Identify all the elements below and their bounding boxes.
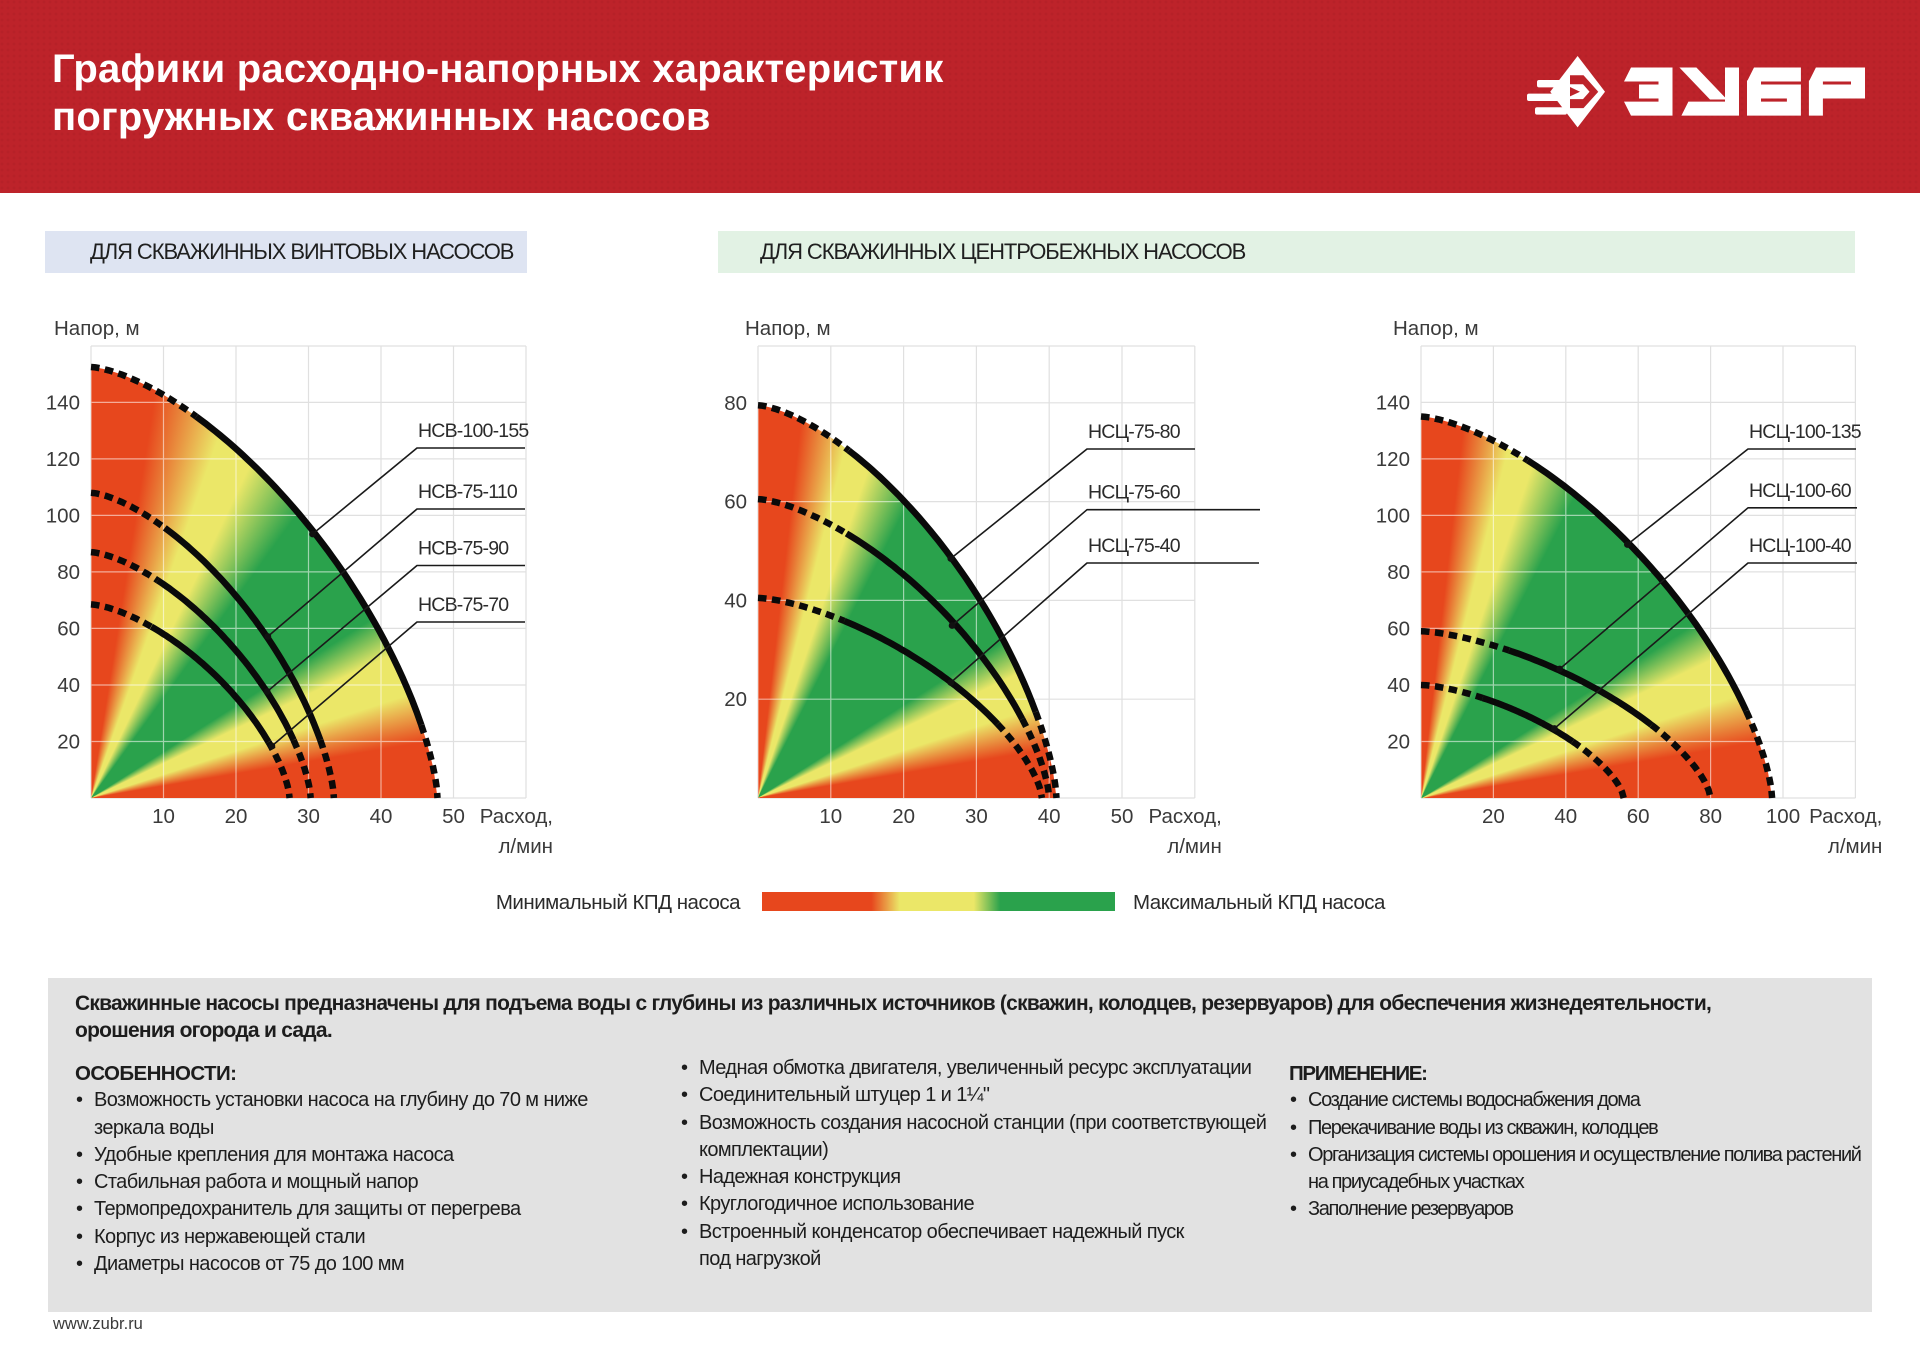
svg-text:20: 20 [1387,731,1410,754]
svg-text:80: 80 [57,561,80,584]
svg-text:Минимальный КПД насоса: Минимальный КПД насоса [496,891,741,914]
svg-text:20: 20 [57,731,80,754]
svg-text:20: 20 [892,805,915,828]
svg-text:Расход,: Расход, [1809,805,1882,828]
svg-text:НСВ-75-90: НСВ-75-90 [418,538,509,560]
svg-text:Расход,: Расход, [1149,805,1222,828]
svg-text:50: 50 [1111,805,1134,828]
svg-text:60: 60 [1627,805,1650,828]
svg-text:50: 50 [442,805,465,828]
svg-text:20: 20 [724,688,747,711]
svg-text:НСЦ-100-60: НСЦ-100-60 [1749,480,1852,502]
svg-text:30: 30 [297,805,320,828]
svg-text:Напор, м: Напор, м [1393,317,1479,340]
svg-text:л/мин: л/мин [1167,835,1222,858]
svg-text:80: 80 [724,392,747,415]
svg-text:20: 20 [225,805,248,828]
svg-text:100: 100 [1766,805,1800,828]
svg-text:л/мин: л/мин [1828,835,1883,858]
svg-text:40: 40 [1387,674,1410,697]
svg-text:10: 10 [152,805,175,828]
svg-text:40: 40 [57,674,80,697]
svg-text:60: 60 [1387,617,1410,640]
svg-text:НСЦ-75-40: НСЦ-75-40 [1088,535,1181,557]
svg-text:60: 60 [724,491,747,514]
svg-text:Расход,: Расход, [480,805,553,828]
svg-text:40: 40 [1038,805,1061,828]
svg-text:НСЦ-75-80: НСЦ-75-80 [1088,421,1181,443]
svg-text:100: 100 [46,504,80,527]
svg-text:НСЦ-75-60: НСЦ-75-60 [1088,482,1181,504]
svg-text:НСВ-75-70: НСВ-75-70 [418,594,509,616]
svg-text:80: 80 [1699,805,1722,828]
svg-text:120: 120 [1376,448,1410,471]
svg-text:НСЦ-100-40: НСЦ-100-40 [1749,535,1852,557]
svg-text:140: 140 [46,391,80,414]
svg-text:НСВ-100-155: НСВ-100-155 [418,420,529,442]
svg-text:40: 40 [370,805,393,828]
svg-text:30: 30 [965,805,988,828]
svg-text:80: 80 [1387,561,1410,584]
svg-text:10: 10 [819,805,842,828]
svg-text:140: 140 [1376,391,1410,414]
svg-text:Напор, м: Напор, м [745,317,831,340]
svg-text:л/мин: л/мин [498,835,553,858]
svg-text:40: 40 [1554,805,1577,828]
svg-text:40: 40 [724,589,747,612]
svg-text:20: 20 [1482,805,1505,828]
svg-text:60: 60 [57,617,80,640]
svg-text:120: 120 [46,448,80,471]
svg-text:100: 100 [1376,504,1410,527]
svg-text:Максимальный КПД насоса: Максимальный КПД насоса [1133,891,1386,914]
svg-text:НСВ-75-110: НСВ-75-110 [418,481,518,503]
svg-text:Напор, м: Напор, м [54,317,140,340]
svg-text:НСЦ-100-135: НСЦ-100-135 [1749,421,1862,443]
